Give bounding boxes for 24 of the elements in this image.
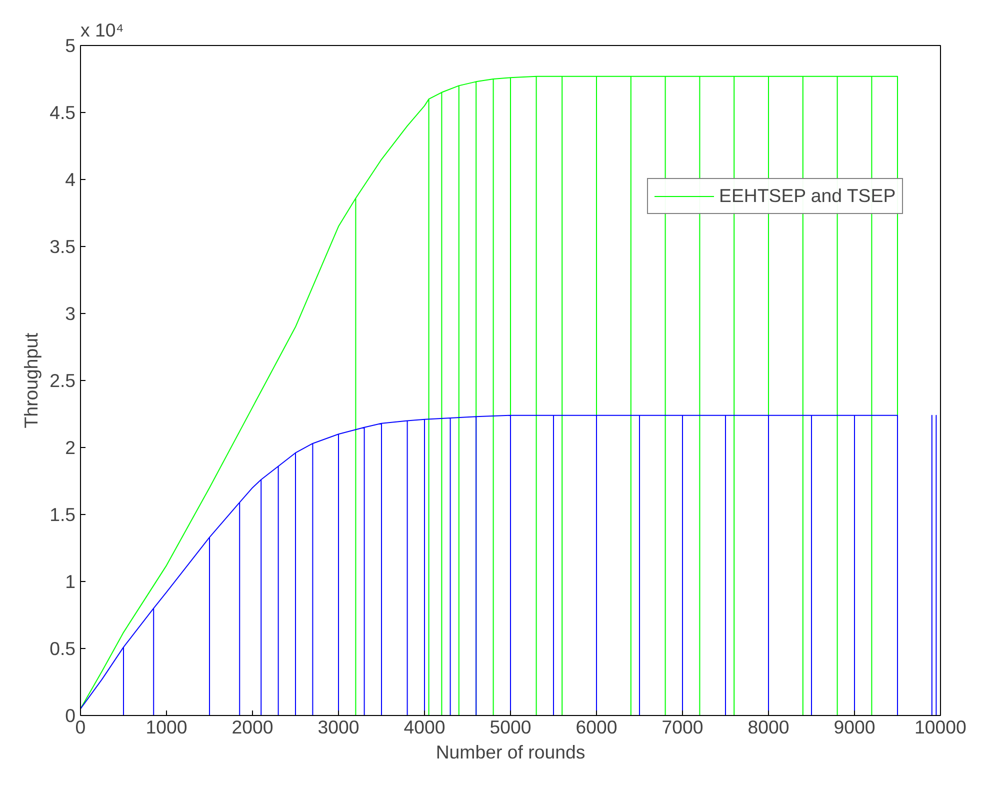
y-tick-label: 2	[65, 437, 76, 458]
x-tick-label: 10000	[914, 716, 966, 738]
legend-label: EEHTSEP and TSEP	[719, 185, 896, 207]
y-tick-label: 1.5	[50, 504, 76, 525]
y-tick-label: 4	[65, 169, 76, 190]
y-axis-title: Throughput	[20, 332, 42, 428]
x-tick-label: 5000	[490, 716, 532, 738]
y-tick-label: 5	[65, 35, 76, 56]
x-tick-label: 9000	[834, 716, 876, 738]
x-tick-label: 6000	[576, 716, 618, 738]
y-tick-label: 4.5	[50, 102, 76, 123]
y-tick-label: 1	[65, 571, 76, 592]
x-tick-label: 8000	[748, 716, 790, 738]
y-tick-label: 0.5	[50, 638, 76, 659]
x-axis-title: Number of rounds	[436, 742, 586, 762]
x-tick-label: 3000	[318, 716, 360, 738]
x-tick-label: 1000	[146, 716, 188, 738]
y-tick-label: 3.5	[50, 236, 76, 257]
x-tick-label: 2000	[232, 716, 274, 738]
x-tick-label: 4000	[404, 716, 446, 738]
y-tick-label: 3	[65, 303, 76, 324]
x-tick-label: 7000	[662, 716, 704, 738]
y-tick-label: 2.5	[50, 370, 76, 391]
text: x 10⁴	[80, 20, 124, 40]
